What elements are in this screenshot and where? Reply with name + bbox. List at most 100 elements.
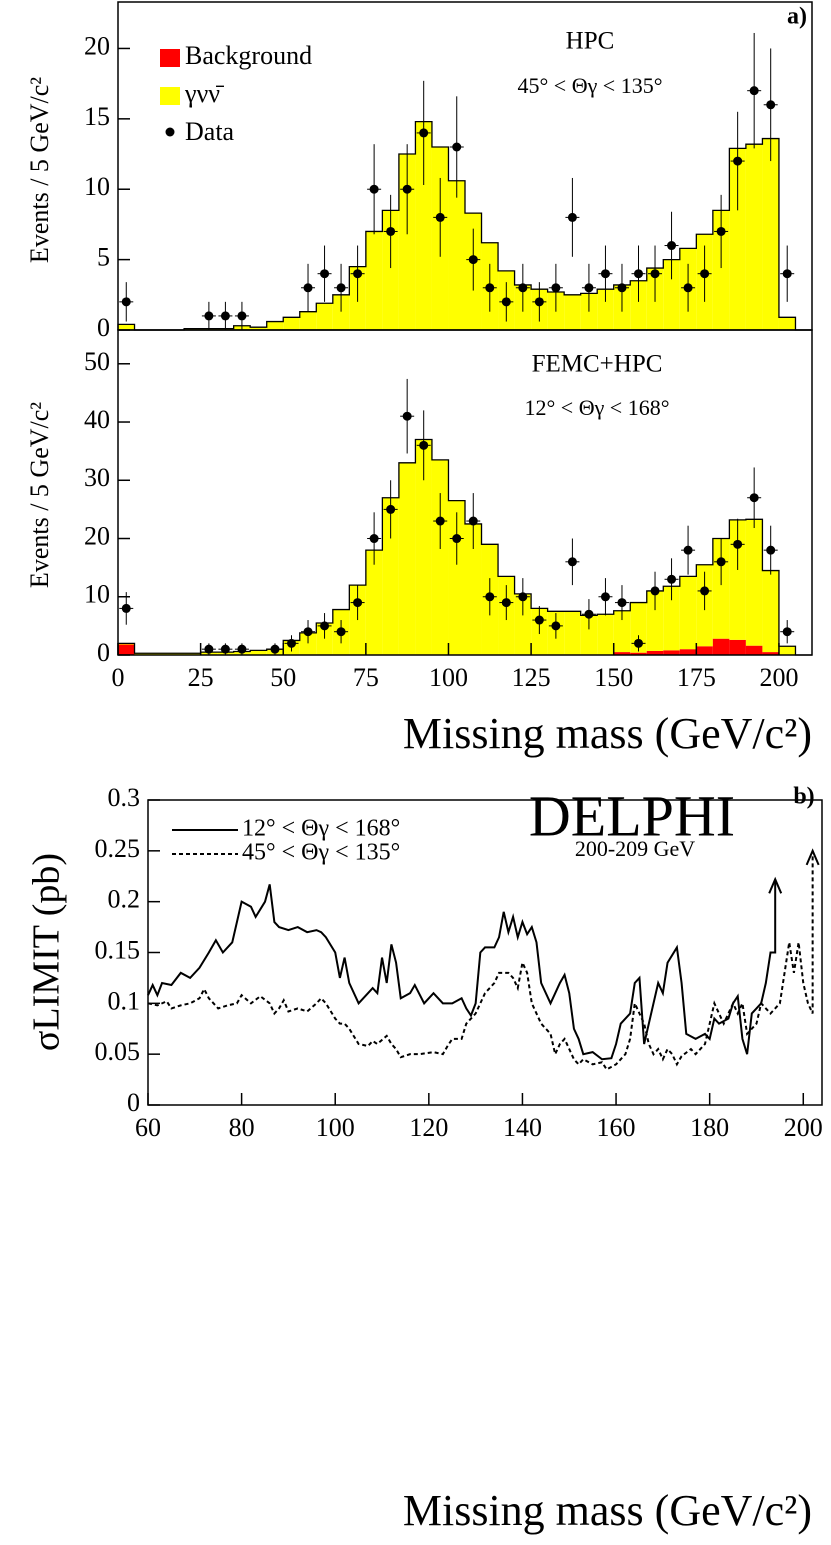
data-point — [683, 283, 693, 293]
data-point — [716, 557, 726, 567]
histogram-bar — [778, 317, 796, 330]
data-point — [733, 156, 743, 166]
histogram-bar — [745, 144, 763, 330]
y-tick-label: 20 — [84, 31, 110, 60]
histogram-bar — [299, 311, 317, 330]
data-point — [386, 504, 396, 514]
data-point — [336, 627, 346, 637]
y-axis-title: σLIMIT (pb) — [26, 853, 68, 1051]
histogram-bar — [597, 289, 614, 330]
data-point — [435, 212, 445, 222]
experiment-name: DELPHI — [529, 783, 735, 848]
histogram-bar — [167, 653, 185, 655]
data-point — [419, 128, 429, 138]
histogram-bar — [762, 570, 779, 653]
x-tick-label: 200 — [784, 1113, 823, 1142]
data-point — [683, 545, 693, 555]
histogram-bar — [151, 653, 168, 655]
histogram-outline — [117, 121, 812, 331]
histogram-bar — [630, 652, 647, 655]
data-point — [303, 283, 313, 293]
x-tick-label: 75 — [353, 663, 379, 692]
data-point — [353, 598, 363, 608]
data-point — [402, 184, 412, 194]
histogram-bar — [630, 602, 647, 653]
plot-frame — [117, 329, 813, 656]
histogram-bar — [564, 294, 581, 330]
y-tick-label: 0 — [97, 313, 110, 342]
data-point — [237, 644, 247, 654]
panel-label: b) — [793, 784, 814, 810]
y-tick-label: 40 — [84, 405, 110, 434]
data-point — [419, 440, 429, 450]
data-point — [551, 621, 561, 631]
data-point — [320, 621, 330, 631]
histogram-bar — [398, 462, 416, 655]
histogram-bar — [597, 614, 614, 655]
histogram-bar — [184, 653, 201, 655]
data-point — [452, 534, 462, 544]
y-tick-label: 10 — [84, 580, 110, 609]
data-point — [700, 586, 710, 596]
y-tick-label: 20 — [84, 521, 110, 550]
histogram-bar — [580, 615, 598, 655]
x-tick-label: 180 — [690, 1113, 729, 1142]
x-tick-label: 100 — [316, 1113, 355, 1142]
legend-label: Background — [185, 41, 312, 70]
histogram-bar — [415, 439, 432, 655]
x-tick-label: 50 — [270, 663, 296, 692]
histogram-bar — [778, 646, 796, 655]
data-point — [518, 283, 528, 293]
data-point — [501, 297, 511, 307]
data-point — [782, 269, 792, 279]
y-tick-label: 0.2 — [108, 885, 141, 914]
histogram-bar — [250, 327, 267, 330]
histogram-bar — [729, 639, 746, 655]
histogram-bar — [729, 519, 746, 640]
histogram-bar — [762, 138, 779, 330]
histogram-bar — [663, 259, 680, 330]
y-tick-label: 30 — [84, 463, 110, 492]
data-point — [650, 586, 660, 596]
data-point — [204, 644, 214, 654]
data-point — [468, 255, 478, 265]
data-point — [766, 100, 776, 110]
histogram-bar — [134, 653, 152, 655]
x-tick-label: 80 — [229, 1113, 255, 1142]
data-point — [749, 86, 759, 96]
histogram-bar — [415, 121, 432, 331]
data-point — [353, 269, 363, 279]
histogram-bar — [712, 638, 730, 655]
data-point — [452, 142, 462, 152]
histogram-bar — [762, 652, 779, 655]
histogram-bar — [663, 586, 680, 651]
histogram-bar — [382, 497, 399, 655]
data-point — [518, 592, 528, 602]
histogram-bar — [564, 611, 581, 655]
histogram-bar — [745, 645, 763, 655]
annotation: FEMC+HPC — [532, 351, 663, 378]
y-axis-title: Events / 5 GeV/c² — [25, 402, 54, 588]
data-point — [617, 283, 627, 293]
histogram-bar — [118, 324, 135, 330]
data-point — [567, 212, 577, 222]
data-point — [534, 297, 544, 307]
data-point — [220, 644, 230, 654]
histogram-bar — [696, 646, 713, 655]
histogram-bar — [712, 210, 730, 330]
histogram-bar — [118, 644, 135, 655]
x-tick-label: 120 — [409, 1113, 448, 1142]
data-point — [567, 557, 577, 567]
data-point — [551, 283, 561, 293]
data-point — [634, 269, 643, 279]
histogram-bar — [646, 650, 664, 655]
x-axis-title: Missing mass (GeV/c²) — [403, 709, 812, 758]
y-tick-label: 50 — [84, 347, 110, 376]
x-tick-label: 160 — [597, 1113, 636, 1142]
subtitle: 200-209 GeV — [575, 836, 695, 861]
histogram-bar — [465, 523, 482, 655]
histogram-bar — [679, 576, 697, 650]
x-axis-title: Missing mass (GeV/c²) — [403, 1486, 812, 1535]
